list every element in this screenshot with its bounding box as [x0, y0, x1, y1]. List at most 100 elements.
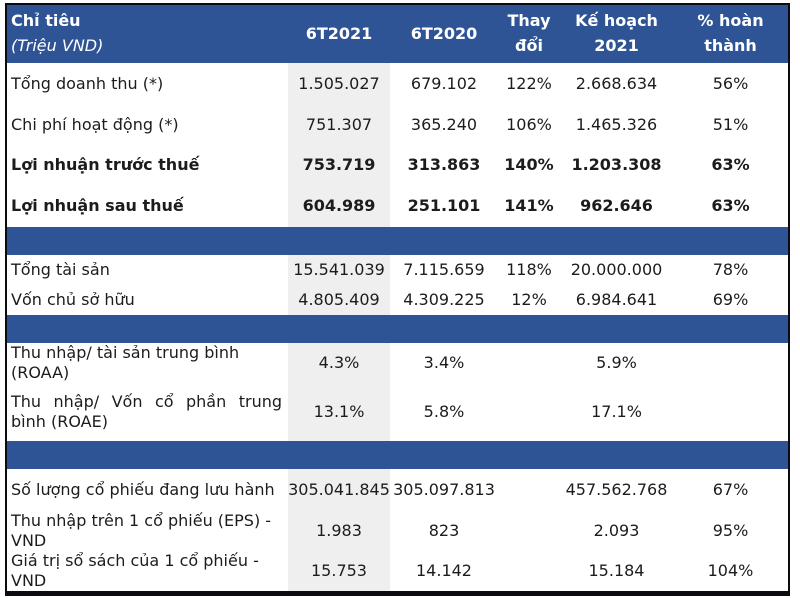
table-row: Chi phí hoạt động (*) 751.307 365.240 10… — [7, 105, 788, 145]
cell-change — [498, 551, 560, 591]
cell-6t2021: 604.989 — [288, 185, 390, 227]
row-label-text: Chi phí hoạt động (*) — [11, 115, 179, 134]
cell-pct-complete — [673, 343, 788, 383]
cell-6t2020: 313.863 — [407, 155, 481, 174]
row-label: Lợi nhuận sau thuế — [7, 185, 288, 227]
cell-6t2020: 365.240 — [410, 115, 478, 134]
cell-pct-complete: 95% — [712, 521, 749, 540]
cell-pct-complete: 67% — [712, 480, 749, 499]
header-label-line1: Chỉ tiêu — [11, 11, 81, 31]
cell-plan: 457.562.768 — [565, 480, 668, 499]
cell-6t2020: 4.309.225 — [403, 290, 485, 309]
row-label: Số lượng cổ phiếu đang lưu hành — [7, 469, 288, 511]
row-label: Thu nhập/ tài sản trung bình (ROAA) — [7, 343, 288, 383]
row-label: Thu nhập trên 1 cổ phiếu (EPS) - VND — [7, 511, 288, 551]
row-label-text: Lợi nhuận sau thuế — [11, 196, 184, 215]
cell-6t2020: 679.102 — [410, 74, 478, 93]
row-label-text: Vốn chủ sở hữu — [11, 290, 135, 309]
cell-change: 141% — [504, 196, 554, 215]
cell-plan: 1.203.308 — [571, 155, 662, 174]
cell-6t2020: 251.101 — [407, 196, 481, 215]
cell-6t2021: 305.041.845 — [288, 469, 390, 511]
cell-plan: 962.646 — [580, 196, 653, 215]
cell-6t2021: 1.505.027 — [288, 63, 390, 105]
cell-6t2021: 15.753 — [288, 551, 390, 591]
cell-plan: 15.184 — [588, 561, 645, 580]
table-row: Thu nhập/ Vốn cổ phần trung bình (ROAE) … — [7, 383, 788, 441]
cell-pct-complete: 51% — [712, 115, 749, 134]
cell-pct-complete — [673, 383, 788, 441]
table-row: Tổng tài sản 15.541.039 7.115.659 118% 2… — [7, 255, 788, 285]
row-label: Tổng tài sản — [7, 255, 288, 285]
header-col-6t2020: 6T2020 — [410, 23, 478, 43]
table-row: Thu nhập/ tài sản trung bình (ROAA) 4.3%… — [7, 343, 788, 383]
cell-change — [498, 343, 560, 383]
row-label-text: Thu nhập/ tài sản trung bình (ROAA) — [11, 343, 240, 382]
cell-6t2021: 13.1% — [288, 383, 390, 441]
cell-6t2020: 3.4% — [423, 353, 465, 372]
cell-plan: 2.093 — [593, 521, 640, 540]
row-label-text: Thu nhập/ Vốn cổ phần trung bình (ROAE) — [11, 392, 282, 431]
cell-change: 106% — [506, 115, 552, 134]
cell-pct-complete: 56% — [712, 74, 749, 93]
header-col-change: Thay đổi — [507, 11, 551, 55]
cell-plan: 17.1% — [591, 402, 642, 421]
cell-pct-complete: 69% — [712, 290, 749, 309]
cell-change: 122% — [506, 74, 552, 93]
cell-change — [498, 469, 560, 511]
cell-6t2020: 305.097.813 — [393, 480, 495, 499]
cell-pct-complete: 78% — [712, 260, 749, 279]
table-row: Giá trị sổ sách của 1 cổ phiếu - VND 15.… — [7, 551, 788, 591]
section-balance: Tổng tài sản 15.541.039 7.115.659 118% 2… — [7, 255, 788, 315]
cell-6t2021: 15.541.039 — [288, 255, 390, 285]
header-label-line2: (Triệu VND) — [11, 36, 104, 55]
table-row: Vốn chủ sở hữu 4.805.409 4.309.225 12% 6… — [7, 285, 788, 315]
table-row: Lợi nhuận trước thuế 753.719 313.863 140… — [7, 145, 788, 185]
section-ratios: Thu nhập/ tài sản trung bình (ROAA) 4.3%… — [7, 343, 788, 441]
row-label: Chi phí hoạt động (*) — [7, 105, 288, 145]
table-row: Lợi nhuận sau thuế 604.989 251.101 141% … — [7, 185, 788, 227]
cell-6t2020: 5.8% — [423, 402, 465, 421]
cell-change: 140% — [504, 155, 554, 174]
section-income: Tổng doanh thu (*) 1.505.027 679.102 122… — [7, 63, 788, 227]
cell-6t2021: 751.307 — [288, 105, 390, 145]
row-label-text: Thu nhập trên 1 cổ phiếu (EPS) - VND — [11, 511, 272, 550]
table-row: Thu nhập trên 1 cổ phiếu (EPS) - VND 1.9… — [7, 511, 788, 551]
section-separator — [7, 441, 788, 469]
header-label-cell: Chỉ tiêu (Triệu VND) — [7, 5, 288, 63]
row-label-text: Giá trị sổ sách của 1 cổ phiếu - VND — [11, 551, 259, 590]
cell-plan: 2.668.634 — [575, 74, 658, 93]
section-separator — [7, 227, 788, 255]
cell-6t2020: 823 — [428, 521, 460, 540]
cell-6t2021: 1.983 — [288, 511, 390, 551]
cell-plan: 1.465.326 — [575, 115, 658, 134]
row-label: Tổng doanh thu (*) — [7, 63, 288, 105]
cell-plan: 6.984.641 — [575, 290, 658, 309]
row-label: Vốn chủ sở hữu — [7, 285, 288, 315]
header-col-pct-complete: % hoàn thành — [697, 11, 764, 55]
section-shares: Số lượng cổ phiếu đang lưu hành 305.041.… — [7, 469, 788, 591]
section-separator — [7, 315, 788, 343]
header-col-plan-2021: Kế hoạch 2021 — [575, 11, 658, 55]
row-label-text: Số lượng cổ phiếu đang lưu hành — [11, 480, 275, 499]
financial-summary-table: Chỉ tiêu (Triệu VND) 6T2021 6T2020 Thay … — [5, 3, 790, 596]
header-col-6t2021: 6T2021 — [305, 23, 373, 43]
cell-6t2021: 4.3% — [288, 343, 390, 383]
table-row: Tổng doanh thu (*) 1.505.027 679.102 122… — [7, 63, 788, 105]
table-header-row: Chỉ tiêu (Triệu VND) 6T2021 6T2020 Thay … — [7, 5, 788, 63]
cell-pct-complete: 63% — [711, 155, 750, 174]
cell-change — [498, 383, 560, 441]
cell-6t2021: 4.805.409 — [288, 285, 390, 315]
cell-pct-complete: 63% — [711, 196, 750, 215]
table-row: Số lượng cổ phiếu đang lưu hành 305.041.… — [7, 469, 788, 511]
cell-plan: 20.000.000 — [570, 260, 663, 279]
row-label-text: Lợi nhuận trước thuế — [11, 155, 200, 174]
row-label: Thu nhập/ Vốn cổ phần trung bình (ROAE) — [7, 383, 288, 441]
row-label-text: Tổng doanh thu (*) — [11, 74, 164, 93]
cell-6t2020: 14.142 — [416, 561, 472, 580]
row-label: Giá trị sổ sách của 1 cổ phiếu - VND — [7, 551, 288, 591]
row-label: Lợi nhuận trước thuế — [7, 145, 288, 185]
row-label-text: Tổng tài sản — [11, 260, 110, 279]
cell-pct-complete: 104% — [707, 561, 754, 580]
cell-6t2021: 753.719 — [288, 145, 390, 185]
